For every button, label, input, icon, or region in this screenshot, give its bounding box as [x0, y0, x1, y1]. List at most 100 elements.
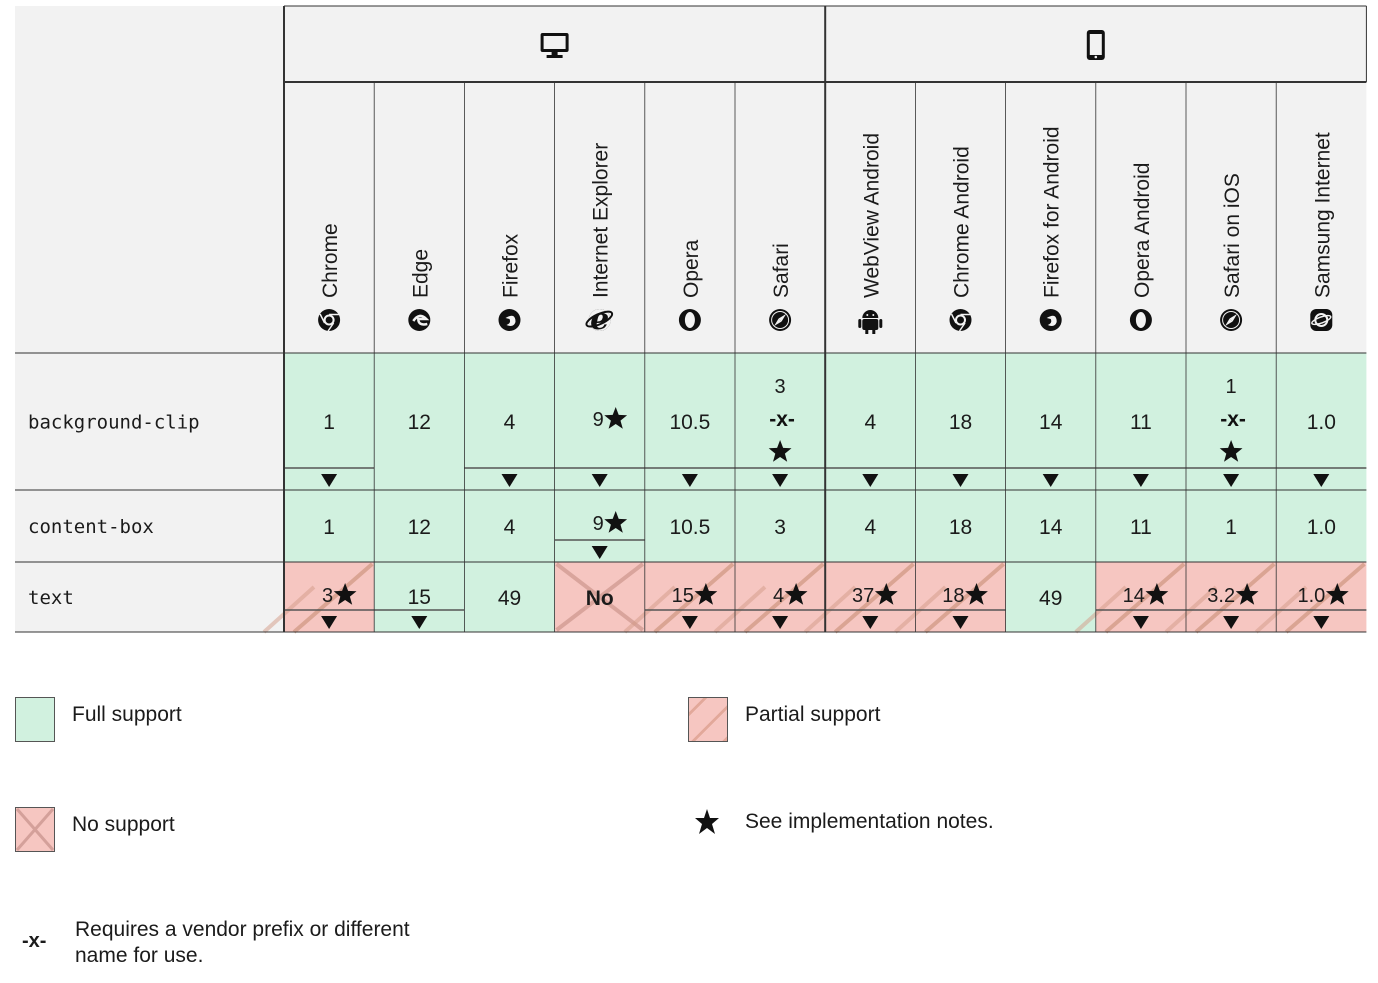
- legend-prefix-symbol: -x-: [22, 930, 47, 952]
- support-cell: 14: [1005, 353, 1096, 490]
- feature-cell-bg: [15, 353, 284, 490]
- partial-hatch: [924, 562, 1005, 634]
- opera-icon: [1129, 309, 1152, 331]
- version-label: 3: [322, 585, 333, 607]
- browser-name: Safari: [770, 243, 793, 298]
- version-label: 37: [852, 585, 874, 607]
- partial-hatch: [743, 562, 825, 634]
- browser-name: WebView Android: [860, 133, 883, 298]
- cell-bg: [1005, 353, 1096, 490]
- version-label: 11: [1130, 411, 1152, 434]
- chevron-down-icon: [321, 474, 338, 487]
- support-cell: 10.5: [644, 353, 735, 490]
- version-label: 15: [672, 585, 694, 607]
- chevron-down-icon: [681, 616, 698, 629]
- legend-none-swatch: [15, 807, 55, 852]
- star-icon: [694, 583, 718, 605]
- safari-icon: [769, 309, 792, 331]
- support-cell: 14: [1074, 562, 1186, 634]
- version-label: 1.0: [1297, 585, 1325, 607]
- cell-bg: [1095, 490, 1186, 562]
- support-cell: 14: [1005, 490, 1096, 562]
- feature-name: background-clip: [28, 412, 200, 434]
- support-cell: 3 -x-: [735, 353, 826, 490]
- version-label: 1.0: [1307, 516, 1336, 539]
- chevron-down-icon: [591, 546, 608, 559]
- vendor-prefix-icon: -x-: [769, 408, 795, 431]
- star-icon: [784, 583, 808, 605]
- cell-bg: [284, 490, 375, 562]
- mobile-phone-icon: [1086, 30, 1105, 60]
- chevron-down-icon: [862, 616, 879, 629]
- cell-bg: [644, 353, 735, 490]
- version-label: 1: [1226, 376, 1237, 398]
- support-cell: 1.0: [1276, 353, 1367, 490]
- chevron-down-icon: [591, 474, 608, 487]
- version-label: 49: [498, 587, 521, 610]
- table-header-bg: [15, 6, 1367, 353]
- version-label: 4: [864, 411, 876, 434]
- chrome-icon: [318, 309, 341, 332]
- chevron-down-icon: [1132, 474, 1149, 487]
- star-icon: [965, 583, 988, 605]
- chevron-down-icon: [1313, 616, 1330, 629]
- browser-name: Safari on iOS: [1221, 173, 1244, 298]
- chevron-down-icon: [952, 474, 969, 487]
- cell-bg: [374, 353, 465, 490]
- version-label: 9: [593, 513, 604, 535]
- browser-name: Opera Android: [1131, 163, 1154, 298]
- partial-hatch: [1104, 562, 1186, 634]
- partial-hatch: [833, 562, 915, 634]
- legend-none-label: No support: [72, 813, 175, 836]
- android-icon: [858, 309, 883, 334]
- legend-prefix-label-line2: name for use.: [75, 944, 204, 967]
- support-cell: 1.0: [1254, 562, 1367, 634]
- legend-partial-label: Partial support: [745, 703, 881, 726]
- version-label: 49: [1039, 587, 1062, 610]
- support-cell: 4: [825, 353, 916, 490]
- table-row: background-clip 1 12 4 9 10.53-x- 4 18 14 111-x- 1…: [15, 353, 1367, 490]
- browser-name: Opera: [680, 239, 703, 298]
- version-label: 4: [504, 516, 516, 539]
- browser-name: Edge: [409, 249, 432, 298]
- browser-name: Firefox: [500, 233, 523, 298]
- star-icon: [1145, 583, 1169, 605]
- star-icon: [333, 583, 357, 605]
- no-support-label: No: [586, 587, 614, 610]
- star-icon: [874, 583, 898, 605]
- version-label: 1: [323, 411, 335, 434]
- version-label: 1.0: [1307, 411, 1336, 434]
- legend-full-label: Full support: [72, 703, 182, 726]
- cell-bg: [1005, 490, 1096, 562]
- chevron-down-icon: [411, 616, 428, 629]
- cell-bg: [464, 353, 555, 490]
- browser-name: Chrome: [319, 223, 342, 298]
- version-label: 3: [775, 376, 786, 398]
- cell-bg: [1186, 353, 1277, 490]
- chevron-down-icon: [1313, 474, 1330, 487]
- feature-name: text: [28, 587, 74, 609]
- partial-hatch: [292, 562, 374, 634]
- cell-bg: [915, 490, 1006, 562]
- chevron-down-icon: [862, 474, 879, 487]
- support-cell: 1.0: [1276, 490, 1367, 562]
- support-cell: 4: [825, 490, 916, 562]
- chevron-down-icon: [952, 616, 969, 629]
- firefox-icon: [498, 309, 521, 331]
- table-grid: [15, 5, 1367, 633]
- legend-prefix-label-line1: Requires a vendor prefix or different: [75, 918, 410, 941]
- support-cell: 18: [915, 490, 1006, 562]
- version-label: 11: [1130, 516, 1152, 539]
- no-support-cross: [555, 562, 645, 632]
- support-cell: 4: [713, 562, 826, 634]
- cell-bg: [735, 490, 826, 562]
- chevron-down-icon: [1042, 474, 1059, 487]
- cell-bg: [554, 353, 645, 490]
- support-cell: 15: [623, 562, 735, 634]
- support-cell: 9: [554, 353, 645, 490]
- support-cell: No: [554, 562, 645, 632]
- compatibility-table: Chrome Edge Firefox Internet Explorer e Opera…: [15, 5, 1367, 634]
- star-icon: [1235, 583, 1259, 605]
- browser-name: Chrome Android: [951, 146, 974, 298]
- cell-bg: [644, 490, 735, 562]
